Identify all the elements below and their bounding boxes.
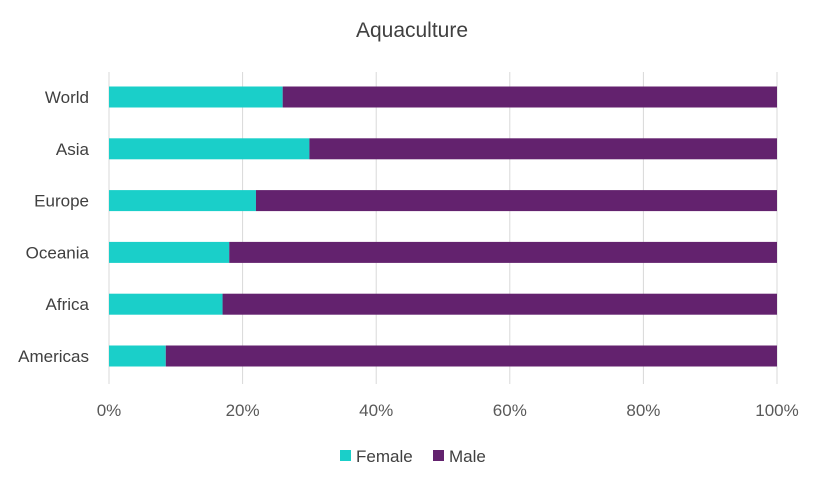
x-axis-tick-labels: 0% 20% 40% 60% 80% 100% <box>97 401 799 420</box>
x-tick-label: 100% <box>755 401 798 420</box>
bar-europe-female <box>109 190 256 212</box>
legend: Female Male <box>340 447 486 466</box>
legend-swatch-male <box>433 450 444 461</box>
gridlines <box>108 72 778 384</box>
legend-label-male: Male <box>449 447 486 466</box>
bar-asia-male <box>309 138 777 160</box>
bar-world-female <box>109 86 283 108</box>
legend-label-female: Female <box>356 447 413 466</box>
x-tick-label: 80% <box>626 401 660 420</box>
x-tick-label: 40% <box>359 401 393 420</box>
bar-oceania-male <box>229 241 778 263</box>
legend-swatch-female <box>340 450 351 461</box>
bar-oceania-female <box>109 241 230 263</box>
bar-americas-female <box>109 345 166 367</box>
category-label: Asia <box>56 140 90 159</box>
category-label: World <box>45 88 89 107</box>
bars <box>109 86 778 367</box>
category-label: Americas <box>18 347 89 366</box>
bar-americas-male <box>165 345 777 367</box>
x-tick-label: 0% <box>97 401 122 420</box>
category-label: Africa <box>46 295 90 314</box>
bar-africa-male <box>222 293 777 315</box>
bar-europe-male <box>255 190 777 212</box>
bar-world-male <box>282 86 777 108</box>
x-tick-label: 60% <box>493 401 527 420</box>
category-label: Oceania <box>26 243 90 262</box>
category-labels: World Asia Europe Oceania Africa Americas <box>18 88 89 366</box>
bar-africa-female <box>109 293 223 315</box>
x-tick-label: 20% <box>226 401 260 420</box>
bar-asia-female <box>109 138 310 160</box>
category-label: Europe <box>34 192 89 211</box>
chart-title: Aquaculture <box>356 19 468 42</box>
